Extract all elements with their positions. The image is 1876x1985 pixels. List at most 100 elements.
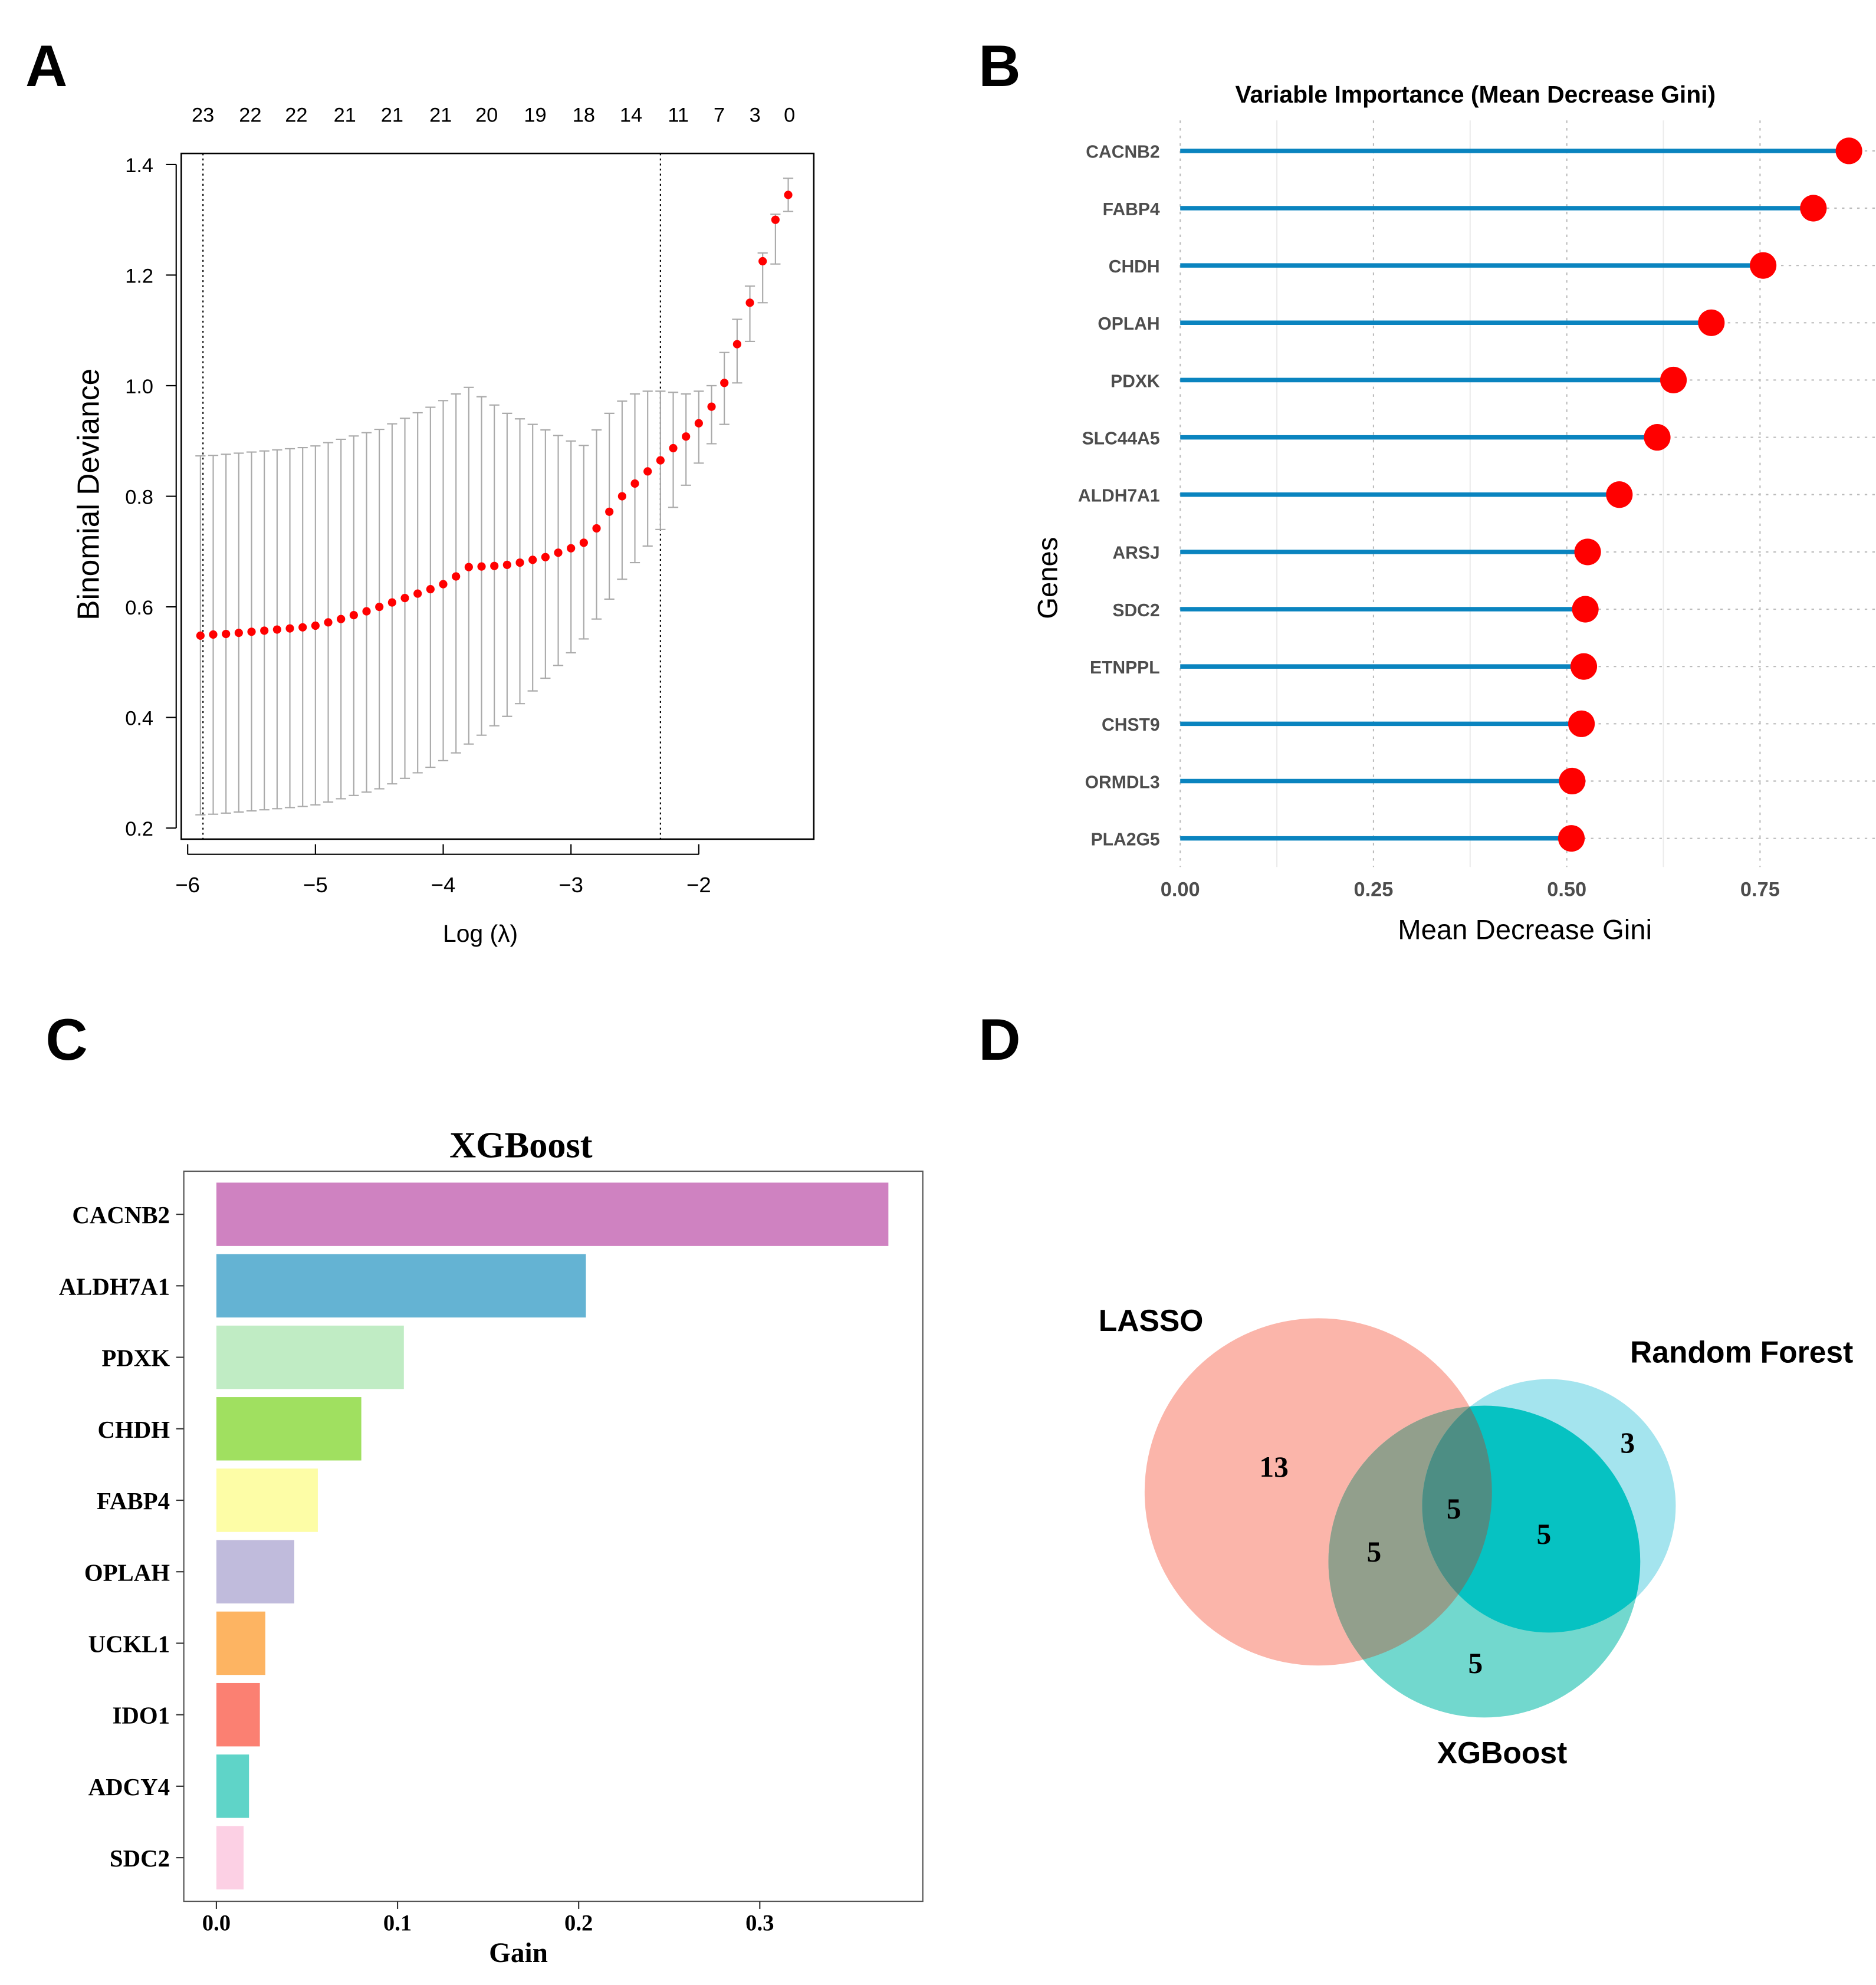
lollipop-point bbox=[1800, 195, 1827, 222]
x-tick-label: −3 bbox=[558, 873, 583, 897]
data-point bbox=[784, 190, 793, 199]
lollipop-point bbox=[1750, 252, 1777, 279]
chart-title: Variable Importance (Mean Decrease Gini) bbox=[1236, 81, 1716, 108]
data-point bbox=[439, 580, 448, 589]
y-tick-label: 0.8 bbox=[125, 486, 153, 508]
data-point bbox=[515, 558, 524, 567]
data-point bbox=[528, 556, 537, 564]
y-axis-label: Genes bbox=[1033, 537, 1064, 619]
bar bbox=[216, 1754, 249, 1818]
x-tick-label: 0.3 bbox=[745, 1911, 774, 1936]
plot-frame bbox=[183, 1170, 924, 1902]
y-tick-label: UCKL1 bbox=[88, 1631, 170, 1658]
lollipop-point bbox=[1572, 596, 1599, 623]
top-axis-label: 11 bbox=[668, 104, 689, 126]
bar bbox=[216, 1611, 265, 1675]
data-point bbox=[375, 602, 384, 612]
y-tick-label: CHDH bbox=[1109, 257, 1160, 277]
data-point bbox=[196, 631, 205, 640]
top-axis-label: 18 bbox=[573, 104, 595, 126]
y-tick-label: ETNPPL bbox=[1090, 658, 1160, 678]
data-point bbox=[464, 563, 473, 571]
bar bbox=[216, 1468, 318, 1532]
data-point bbox=[669, 443, 678, 453]
x-tick-label: 0.0 bbox=[202, 1911, 231, 1936]
y-tick-label: FABP4 bbox=[97, 1488, 170, 1514]
data-point bbox=[272, 625, 281, 634]
y-tick-label: 1.0 bbox=[125, 376, 153, 398]
x-axis-label: Gain bbox=[489, 1938, 548, 1968]
lasso-cv-plot: Log (λ) Binomial Deviance −6 −5 −4 −3 −2 0.2 0… bbox=[71, 104, 815, 947]
lollipop-point bbox=[1559, 767, 1586, 795]
count-lasso-xgboost: 5 bbox=[1367, 1536, 1382, 1568]
top-axis-label: 19 bbox=[524, 104, 546, 126]
y-tick-label: FABP4 bbox=[1103, 200, 1160, 219]
data-point bbox=[349, 611, 358, 620]
data-point bbox=[298, 623, 307, 632]
data-point bbox=[452, 572, 461, 581]
data-point bbox=[222, 629, 231, 639]
y-tick-label: SDC2 bbox=[1112, 601, 1159, 620]
panel-label-d: D bbox=[978, 1007, 1020, 1072]
top-axis-label: 0 bbox=[784, 104, 795, 126]
data-point bbox=[554, 548, 563, 557]
data-point bbox=[592, 524, 601, 533]
data-point bbox=[605, 507, 614, 516]
lollipop-point bbox=[1835, 137, 1862, 165]
venn-overlap-rf-xgboost bbox=[1422, 1405, 1641, 1633]
y-tick-label: 1.2 bbox=[125, 265, 153, 287]
top-axis-label: 22 bbox=[285, 104, 307, 126]
data-point bbox=[771, 215, 780, 224]
y-tick-label: CHDH bbox=[98, 1417, 170, 1443]
venn-diagram: LASSO Random Forest XGBoost 13 3 5 5 5 5 bbox=[1099, 1303, 1854, 1770]
data-point bbox=[426, 584, 435, 594]
data-point bbox=[682, 432, 691, 441]
bar bbox=[216, 1826, 244, 1889]
venn-label-xgboost: XGBoost bbox=[1437, 1736, 1568, 1770]
venn-label-lasso: LASSO bbox=[1099, 1303, 1204, 1337]
y-tick-label: 1.4 bbox=[125, 155, 153, 177]
data-point bbox=[745, 298, 754, 307]
count-xgboost-only: 5 bbox=[1468, 1647, 1483, 1680]
data-point bbox=[579, 538, 588, 547]
x-tick-label: 0.75 bbox=[1740, 879, 1780, 901]
y-tick-label: IDO1 bbox=[112, 1703, 170, 1729]
data-point bbox=[209, 630, 218, 639]
top-axis-label: 21 bbox=[334, 104, 356, 126]
data-point bbox=[758, 257, 767, 266]
data-point bbox=[324, 618, 333, 627]
data-point bbox=[477, 562, 486, 571]
y-tick-label: PDXK bbox=[101, 1345, 170, 1372]
y-tick-label: ARSJ bbox=[1112, 544, 1159, 563]
bar bbox=[216, 1182, 889, 1246]
data-point bbox=[413, 589, 422, 598]
data-point bbox=[337, 614, 346, 623]
x-axis-label: Mean Decrease Gini bbox=[1398, 915, 1652, 946]
x-tick-label: 0.00 bbox=[1161, 879, 1200, 901]
y-tick-label: PDXK bbox=[1111, 372, 1160, 391]
data-point bbox=[362, 607, 371, 616]
y-tick-label: 0.6 bbox=[125, 597, 153, 619]
panel-label-c: C bbox=[45, 1007, 87, 1072]
lollipop-point bbox=[1606, 481, 1633, 508]
data-point bbox=[567, 544, 576, 553]
count-all-three: 5 bbox=[1447, 1493, 1461, 1525]
xgboost-gain-plot: XGBoost Gain CACNB2 ALDH7A1 PDXK CHDH FABP4 O… bbox=[59, 1125, 924, 1968]
y-tick-label: SDC2 bbox=[110, 1845, 170, 1872]
y-tick-label: 0.4 bbox=[125, 708, 153, 730]
x-tick-label: 0.2 bbox=[564, 1911, 593, 1936]
data-point bbox=[260, 626, 269, 635]
top-axis-label: 22 bbox=[239, 104, 261, 126]
data-point bbox=[234, 629, 243, 637]
panel-label-a: A bbox=[25, 34, 67, 98]
y-tick-label: ALDH7A1 bbox=[59, 1273, 170, 1300]
x-tick-label: 0.50 bbox=[1547, 879, 1586, 901]
lollipop-point bbox=[1660, 366, 1687, 394]
data-point bbox=[387, 598, 396, 607]
count-lasso-only: 13 bbox=[1259, 1451, 1288, 1483]
data-point bbox=[247, 627, 256, 636]
y-tick-label: OPLAH bbox=[84, 1559, 170, 1586]
panel-label-b: B bbox=[978, 34, 1020, 98]
top-axis-label: 21 bbox=[429, 104, 452, 126]
